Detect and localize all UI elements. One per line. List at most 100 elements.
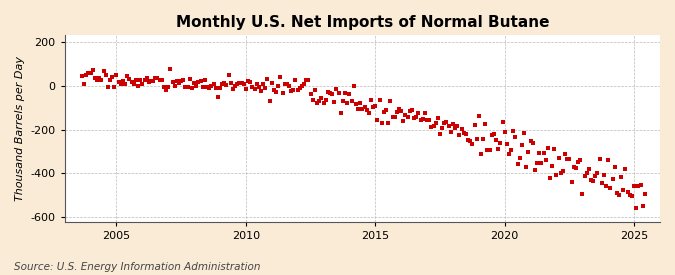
Point bbox=[335, 111, 346, 115]
Point bbox=[478, 136, 489, 141]
Point bbox=[417, 117, 428, 121]
Point bbox=[251, 82, 262, 86]
Point bbox=[163, 85, 173, 89]
Point bbox=[350, 102, 361, 106]
Point bbox=[137, 82, 148, 86]
Point bbox=[516, 143, 527, 147]
Point bbox=[202, 85, 213, 89]
Point bbox=[525, 138, 536, 143]
Point bbox=[575, 157, 586, 162]
Point bbox=[329, 100, 340, 104]
Point bbox=[400, 113, 411, 117]
Point bbox=[422, 118, 433, 123]
Point bbox=[340, 91, 350, 96]
Point bbox=[182, 84, 193, 89]
Point bbox=[96, 78, 107, 82]
Point bbox=[433, 116, 443, 120]
Point bbox=[446, 130, 456, 134]
Point bbox=[368, 105, 379, 109]
Point bbox=[79, 82, 90, 87]
Point bbox=[372, 117, 383, 122]
Point bbox=[234, 81, 245, 86]
Point bbox=[117, 79, 128, 83]
Point bbox=[610, 165, 620, 170]
Point bbox=[452, 124, 462, 128]
Point bbox=[419, 111, 430, 115]
Point bbox=[197, 84, 208, 89]
Point bbox=[277, 91, 288, 95]
Point bbox=[476, 152, 487, 156]
Point bbox=[310, 87, 321, 92]
Point bbox=[357, 107, 368, 111]
Point bbox=[484, 148, 495, 152]
Point bbox=[426, 125, 437, 129]
Point bbox=[294, 86, 305, 90]
Point bbox=[333, 90, 344, 95]
Point bbox=[344, 92, 355, 96]
Point bbox=[566, 180, 577, 185]
Point bbox=[462, 138, 473, 142]
Point bbox=[435, 132, 446, 136]
Point bbox=[109, 84, 119, 89]
Point bbox=[586, 178, 597, 182]
Point bbox=[327, 92, 338, 96]
Point bbox=[605, 186, 616, 190]
Point bbox=[94, 76, 105, 80]
Point bbox=[213, 95, 223, 99]
Point bbox=[558, 169, 568, 174]
Point bbox=[518, 131, 529, 136]
Point bbox=[428, 124, 439, 128]
Point bbox=[303, 78, 314, 82]
Point bbox=[430, 121, 441, 126]
Point bbox=[186, 85, 197, 90]
Point bbox=[161, 88, 171, 93]
Point bbox=[398, 119, 409, 123]
Point bbox=[284, 84, 294, 89]
Point bbox=[568, 165, 579, 169]
Point bbox=[325, 90, 335, 95]
Point bbox=[111, 72, 122, 77]
Point bbox=[381, 108, 392, 113]
Point bbox=[267, 81, 277, 85]
Point bbox=[232, 82, 242, 87]
Point bbox=[101, 73, 111, 77]
Point bbox=[299, 82, 310, 87]
Point bbox=[599, 172, 610, 177]
Point bbox=[487, 133, 497, 137]
Point bbox=[208, 82, 219, 87]
Point bbox=[577, 192, 588, 197]
Point bbox=[551, 173, 562, 177]
Point bbox=[225, 81, 236, 86]
Point bbox=[437, 125, 448, 130]
Point bbox=[366, 98, 377, 102]
Point bbox=[521, 165, 532, 169]
Point bbox=[221, 83, 232, 87]
Point bbox=[204, 86, 215, 90]
Point bbox=[141, 75, 152, 80]
Point bbox=[614, 192, 624, 197]
Point bbox=[76, 73, 87, 78]
Point bbox=[594, 156, 605, 161]
Point bbox=[195, 79, 206, 83]
Point bbox=[529, 167, 540, 172]
Point bbox=[236, 81, 247, 85]
Point bbox=[465, 139, 476, 143]
Point bbox=[316, 95, 327, 100]
Point bbox=[249, 86, 260, 91]
Point bbox=[538, 150, 549, 155]
Point bbox=[361, 108, 372, 112]
Point bbox=[460, 132, 471, 136]
Point bbox=[124, 76, 135, 81]
Point bbox=[601, 184, 612, 188]
Point bbox=[275, 75, 286, 79]
Point bbox=[321, 97, 331, 102]
Point bbox=[133, 84, 144, 88]
Point bbox=[603, 158, 614, 163]
Point bbox=[230, 84, 240, 88]
Point bbox=[631, 206, 642, 210]
Point bbox=[489, 132, 500, 136]
Point bbox=[590, 174, 601, 178]
Point bbox=[628, 184, 639, 188]
Point bbox=[305, 92, 316, 96]
Point bbox=[189, 81, 200, 85]
